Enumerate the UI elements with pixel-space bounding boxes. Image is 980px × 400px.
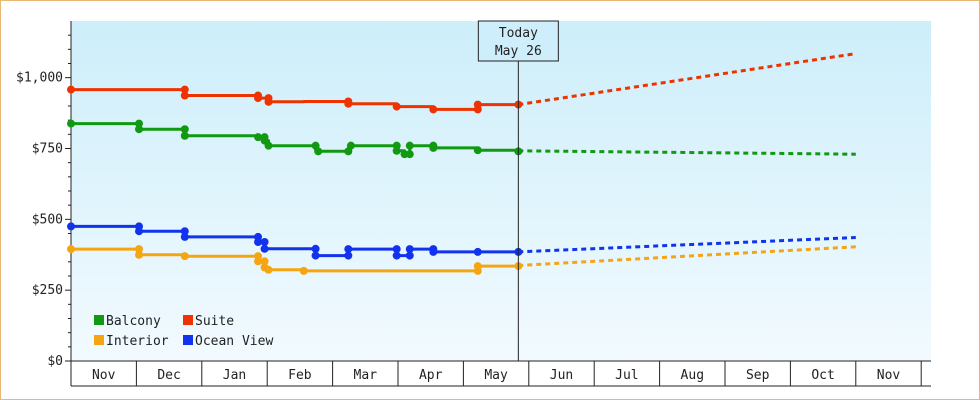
data-point <box>314 147 323 156</box>
data-point <box>344 251 353 260</box>
x-tick-label: Nov <box>92 368 116 383</box>
series-interior <box>67 245 856 275</box>
series-suite <box>67 52 857 114</box>
today-box <box>477 20 559 62</box>
y-axis: $0 $250 $500 $750 $1,000 <box>16 21 72 369</box>
data-point <box>392 146 401 155</box>
x-tick-label: Nov <box>877 368 901 383</box>
data-point <box>180 227 189 236</box>
data-point <box>429 105 438 114</box>
data-point <box>254 257 263 266</box>
data-point <box>392 251 401 260</box>
data-point <box>180 85 189 94</box>
y-tick-label: $500 <box>32 212 63 227</box>
data-point <box>135 125 144 134</box>
forecast-line-suite <box>518 52 857 107</box>
today-label: Today <box>499 26 538 41</box>
data-point <box>254 133 263 142</box>
data-point <box>260 257 269 266</box>
x-tick-label: Mar <box>354 368 378 383</box>
data-point <box>405 251 414 260</box>
x-tick-label: Aug <box>681 368 704 383</box>
legend-swatch-balcony <box>94 315 104 325</box>
data-point <box>299 266 308 275</box>
data-point <box>346 141 355 150</box>
x-tick-label: Jun <box>550 368 573 383</box>
data-point <box>344 99 353 108</box>
data-point <box>254 238 263 246</box>
x-tick-label: Sep <box>746 368 770 383</box>
data-point <box>405 141 414 150</box>
y-tick-label: $0 <box>47 354 63 369</box>
data-point <box>135 227 144 236</box>
x-tick-label: Apr <box>419 368 443 383</box>
forecast-line-ocean-view <box>518 236 856 254</box>
data-point <box>405 245 414 254</box>
data-point <box>473 100 482 109</box>
x-tick-label: Feb <box>288 368 312 383</box>
data-point <box>135 119 144 128</box>
series-line-suite <box>71 88 519 111</box>
data-point <box>473 247 482 256</box>
data-point <box>135 245 144 254</box>
data-point <box>311 244 320 253</box>
y-tick-label: $1,000 <box>16 71 63 86</box>
data-point <box>67 119 75 128</box>
x-tick-label: Dec <box>157 368 180 383</box>
x-axis: Nov Dec Jan Feb Mar Apr May Jun Jul Aug Sep Oct Nov <box>70 360 931 387</box>
data-point <box>67 85 75 94</box>
data-point <box>392 245 401 254</box>
data-point <box>180 91 189 100</box>
data-point <box>473 262 482 271</box>
series-ocean-view <box>67 222 856 260</box>
data-point <box>429 143 438 152</box>
series-layer <box>67 52 857 275</box>
data-point <box>392 102 401 111</box>
data-point <box>344 245 353 254</box>
data-point <box>260 238 269 246</box>
series-balcony <box>67 119 856 159</box>
data-point <box>264 265 273 274</box>
x-tick-label: May <box>484 368 508 383</box>
data-point <box>264 141 273 150</box>
data-point <box>180 232 189 241</box>
data-point <box>429 247 438 256</box>
data-point <box>311 251 320 260</box>
data-point <box>473 146 482 155</box>
x-tick-label: Oct <box>811 368 834 383</box>
data-point <box>254 94 263 103</box>
data-point <box>405 150 414 159</box>
x-tick-label: Jan <box>223 368 246 383</box>
legend-label-suite: Suite <box>195 314 234 329</box>
data-point <box>67 245 75 254</box>
legend-label-ocean-view: Ocean View <box>195 334 273 349</box>
data-point <box>135 250 144 259</box>
data-point <box>67 222 75 231</box>
legend-swatch-ocean-view <box>183 335 193 345</box>
data-point <box>180 131 189 140</box>
legend: Balcony Suite Interior Ocean View <box>94 314 273 349</box>
today-marker: Today May 26 <box>477 20 559 361</box>
plot-area <box>71 21 931 361</box>
forecast-line-interior <box>518 245 856 267</box>
x-tick-label: Jul <box>615 368 638 383</box>
y-tick-label: $750 <box>32 142 63 157</box>
y-tick-label: $250 <box>32 283 63 298</box>
forecast-line-balcony <box>518 149 856 156</box>
legend-swatch-suite <box>183 315 193 325</box>
data-point <box>260 244 269 253</box>
data-point <box>180 252 189 261</box>
legend-label-interior: Interior <box>106 334 169 349</box>
data-point <box>180 125 189 134</box>
today-date: May 26 <box>495 44 542 59</box>
legend-label-balcony: Balcony <box>106 314 161 329</box>
legend-swatch-interior <box>94 335 104 345</box>
data-point <box>264 97 273 106</box>
